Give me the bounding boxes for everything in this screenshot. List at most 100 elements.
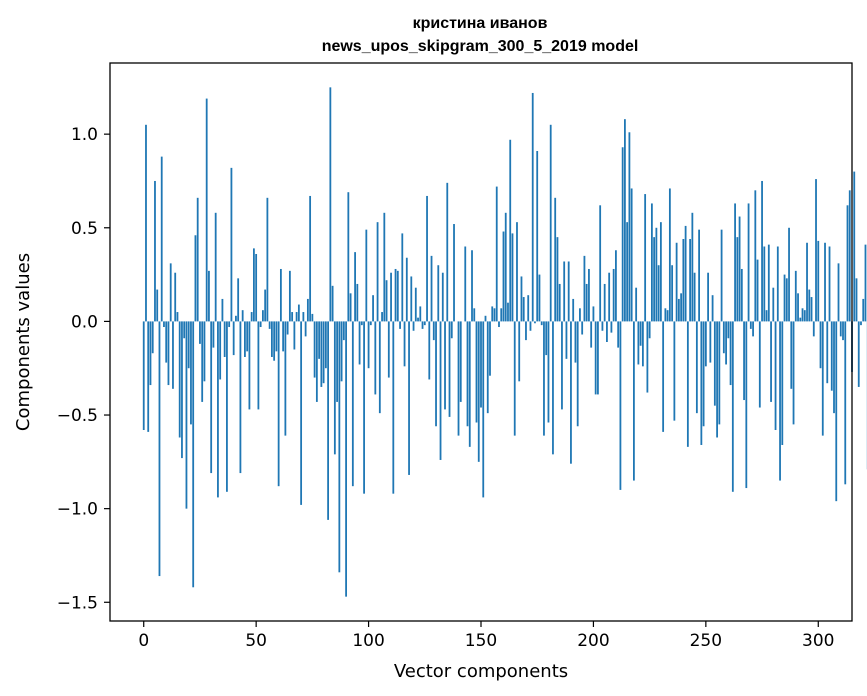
bar-213 [621,147,624,322]
bar-166 [516,222,518,322]
bar-214 [624,119,626,322]
bar-223 [644,194,647,322]
bar-144 [466,321,469,427]
bar-320 [862,298,865,322]
bar-165 [513,321,516,436]
bar-89 [342,321,345,341]
bar-267 [743,321,745,401]
bar-53 [262,310,264,322]
bar-34 [219,321,222,380]
bar-162 [507,302,509,322]
bar-177 [540,321,543,326]
bar-112 [394,268,397,322]
bar-147 [473,308,476,322]
bar-188 [565,321,568,359]
bar-200 [592,306,595,322]
bar-43 [239,321,242,474]
bar-314 [848,190,851,322]
bar-0 [142,321,145,430]
bar-83 [329,87,332,322]
bar-35 [221,298,224,322]
bar-42 [237,278,240,322]
bar-150 [480,321,482,408]
bar-93 [351,321,354,487]
bar-222 [641,321,644,367]
bar-33 [217,321,219,498]
bar-84 [331,285,334,322]
x-tick-label: 250 [690,631,722,651]
bar-1 [145,124,147,322]
bar-128 [430,255,433,322]
bar-202 [597,321,599,395]
bar-90 [345,321,347,597]
bar-92 [349,293,352,322]
bar-246 [695,321,698,414]
bar-63 [284,321,287,436]
bar-13 [172,321,174,389]
bar-293 [801,308,804,322]
y-tick-label: 0.5 [71,219,98,239]
bar-127 [428,321,431,380]
bar-2 [147,321,150,432]
bar-224 [646,321,649,393]
bar-16 [178,321,181,438]
bar-100 [367,321,370,369]
bar-167 [518,321,521,382]
bar-87 [338,321,341,573]
bar-247 [698,229,700,322]
bar-265 [738,216,741,322]
x-tick-label: 300 [802,631,834,651]
bar-72 [304,321,307,337]
bar-132 [439,321,442,460]
bar-7 [158,321,161,577]
y-axis-ticks: 1.0 0.5 0.0 −0.5 −1.0 −1.5 [57,125,110,613]
bar-122 [417,317,419,322]
bar-231 [662,321,665,432]
bar-288 [790,321,793,389]
bar-20 [187,321,190,369]
bar-268 [745,321,748,489]
bar-31 [212,321,215,348]
bar-8 [160,156,163,322]
bar-270 [749,321,752,329]
bar-256 [718,321,721,425]
bar-296 [808,289,811,322]
bar-4 [151,321,154,354]
bar-219 [635,287,638,322]
bar-254 [713,321,716,406]
bar-80 [322,321,325,384]
bar-236 [673,321,676,421]
bar-101 [369,321,372,326]
bar-103 [374,321,377,395]
bar-3 [149,321,152,386]
y-tick-label: 0.0 [71,312,98,332]
bar-255 [716,321,718,438]
bar-21 [190,321,192,425]
bar-282 [776,246,779,322]
bar-140 [457,321,460,436]
bar-74 [309,195,312,322]
bar-253 [711,295,714,322]
bar-161 [504,212,507,322]
bar-272 [754,190,757,322]
bar-289 [792,321,795,425]
bar-302 [821,321,824,436]
bar-277 [765,310,768,322]
bar-172 [529,321,532,331]
bar-263 [734,203,736,322]
bar-239 [680,293,683,322]
bar-317 [855,278,858,322]
bar-44 [241,310,244,322]
bar-62 [282,321,285,352]
bar-235 [671,265,674,322]
bar-181 [549,124,552,322]
bar-279 [770,321,772,402]
bar-262 [731,321,734,492]
bar-276 [763,246,766,322]
bar-97 [360,321,363,326]
bar-290 [794,270,797,322]
bar-271 [752,321,754,337]
bar-23 [194,235,197,322]
bar-77 [315,321,318,402]
